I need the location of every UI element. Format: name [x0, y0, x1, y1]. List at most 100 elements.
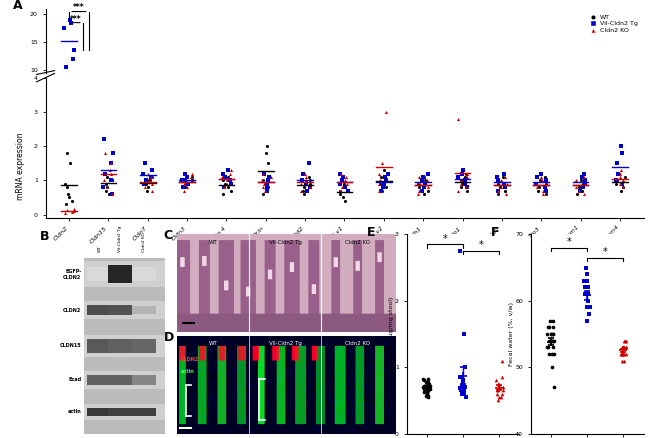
Point [460, 118, 471, 125]
Point [616, 344, 627, 351]
Point [186, 173, 196, 180]
Point [423, 380, 434, 387]
Point [458, 380, 469, 387]
Point [500, 184, 510, 191]
Point [265, 118, 275, 125]
Point [138, 118, 149, 125]
Bar [88, 267, 111, 281]
Point [138, 170, 149, 177]
Point [299, 191, 309, 198]
Point [337, 184, 347, 191]
Point [575, 187, 585, 194]
Point [179, 184, 190, 191]
Point [66, 19, 77, 26]
Bar [132, 267, 156, 281]
Point [99, 116, 110, 123]
Point [107, 118, 118, 125]
Bar [84, 371, 165, 389]
Point [216, 115, 227, 122]
Point [145, 177, 155, 184]
Point [259, 187, 270, 194]
Point [338, 194, 348, 201]
Point [462, 187, 472, 194]
Point [543, 324, 553, 331]
Point [381, 116, 391, 123]
Point [458, 390, 469, 397]
Bar [109, 339, 133, 353]
Text: Ecad: Ecad [68, 377, 81, 382]
Point [259, 116, 270, 123]
Point [300, 170, 311, 177]
Point [180, 116, 190, 123]
Point [60, 119, 71, 126]
Point [60, 121, 71, 128]
Point [419, 184, 429, 191]
Point [571, 116, 582, 123]
Point [584, 311, 594, 318]
Text: *: * [443, 233, 447, 244]
Point [422, 389, 433, 396]
Point [99, 118, 109, 125]
Point [262, 116, 272, 123]
Point [459, 331, 469, 338]
Point [376, 187, 387, 194]
Point [541, 187, 551, 194]
Text: WT: WT [209, 240, 218, 245]
Point [493, 187, 503, 194]
Point [186, 116, 196, 123]
Point [616, 166, 626, 173]
Point [335, 170, 345, 177]
Point [423, 392, 434, 399]
Text: F: F [491, 226, 500, 240]
Point [618, 117, 629, 124]
Point [421, 390, 432, 397]
Point [460, 116, 471, 123]
Bar [109, 408, 133, 416]
Point [179, 116, 190, 123]
Point [143, 184, 153, 191]
Point [185, 115, 196, 122]
Point [180, 117, 190, 124]
Point [580, 118, 591, 125]
Point [616, 117, 626, 124]
Point [616, 350, 626, 357]
Point [186, 116, 196, 123]
Point [177, 177, 188, 184]
Point [177, 117, 187, 124]
Point [302, 116, 312, 123]
Point [187, 177, 197, 184]
Point [619, 344, 629, 351]
Point [540, 116, 551, 123]
Text: CLDN2: CLDN2 [63, 307, 81, 313]
Point [382, 117, 392, 124]
Point [381, 184, 391, 191]
Point [548, 337, 558, 344]
Point [452, 115, 463, 122]
Point [104, 115, 114, 122]
Point [618, 113, 629, 120]
Point [262, 180, 272, 187]
Point [108, 116, 118, 123]
Point [456, 382, 467, 389]
Point [140, 160, 150, 167]
Point [217, 170, 228, 177]
Point [421, 392, 432, 399]
Point [299, 184, 309, 191]
Point [102, 184, 112, 191]
Point [226, 166, 236, 173]
Point [106, 160, 116, 167]
Text: Cldn2 KO: Cldn2 KO [345, 240, 370, 245]
Point [304, 160, 314, 167]
Point [413, 184, 424, 191]
Point [545, 317, 555, 324]
Bar [132, 375, 156, 385]
Point [343, 116, 354, 123]
Point [549, 350, 559, 357]
Point [413, 173, 424, 180]
Point [619, 350, 629, 357]
Point [262, 117, 272, 124]
Point [182, 184, 192, 191]
Point [454, 117, 464, 124]
Bar [109, 375, 133, 385]
Point [462, 114, 472, 121]
